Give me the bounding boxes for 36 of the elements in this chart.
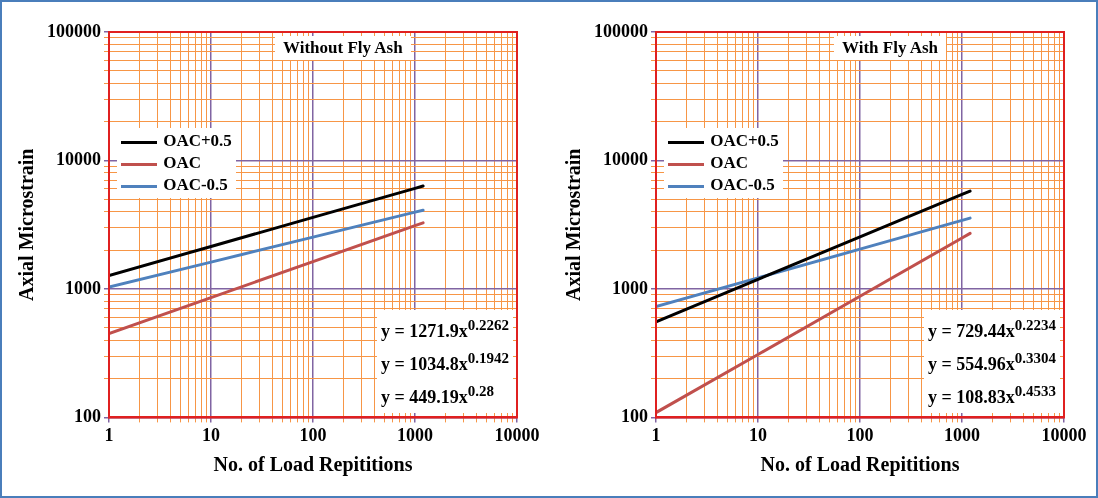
x-tick-label: 100 xyxy=(846,424,874,445)
y-tick-label: 100 xyxy=(621,406,648,427)
annotation: y = 1034.8x$^{0.1942}$ xyxy=(381,349,510,377)
legend-label: OAC-0.5 xyxy=(163,175,228,195)
legend-label: OAC+0.5 xyxy=(163,131,232,151)
x-tick-label: 10000 xyxy=(494,424,540,445)
y-axis-title: Axial Microstrain xyxy=(562,148,585,301)
y-tick-label: 1000 xyxy=(65,277,101,298)
y-tick-label: 100000 xyxy=(47,20,101,41)
x-axis-title: No. of Load Repititions xyxy=(760,453,960,477)
legend-label: OAC+0.5 xyxy=(710,131,779,151)
annotation: y = 554.96x$^{0.3304}$ xyxy=(928,349,1057,377)
y-tick-label: 100 xyxy=(74,406,101,427)
annotation: y = 449.19x$^{0.28}$ xyxy=(381,382,495,410)
y-tick-label: 10000 xyxy=(603,149,648,170)
y-axis-title: Axial Microstrain xyxy=(15,148,38,301)
legend-label: OAC xyxy=(710,153,748,173)
y-tick-label: 10000 xyxy=(56,149,101,170)
x-axis-title: No. of Load Repititions xyxy=(213,453,413,477)
y-tick-label: 1000 xyxy=(612,277,648,298)
x-tick-label: 1 xyxy=(651,424,661,445)
legend-label: OAC xyxy=(163,153,201,173)
legend-label: OAC-0.5 xyxy=(710,175,775,195)
chart-title: Without Fly Ash xyxy=(275,36,411,60)
chart-title: With Fly Ash xyxy=(834,36,947,60)
annotation: y = 729.44x$^{0.2234}$ xyxy=(928,316,1057,344)
x-tick-label: 1 xyxy=(104,424,114,445)
x-tick-label: 10000 xyxy=(1041,424,1087,445)
x-tick-label: 10 xyxy=(202,424,220,445)
y-tick-label: 100000 xyxy=(594,20,648,41)
x-tick-label: 100 xyxy=(299,424,327,445)
x-tick-label: 1000 xyxy=(397,424,433,445)
x-tick-label: 1000 xyxy=(944,424,980,445)
x-tick-label: 10 xyxy=(749,424,767,445)
annotation: y = 1271.9x$^{0.2262}$ xyxy=(381,316,510,344)
annotation: y = 108.83x$^{0.4533}$ xyxy=(928,382,1057,410)
